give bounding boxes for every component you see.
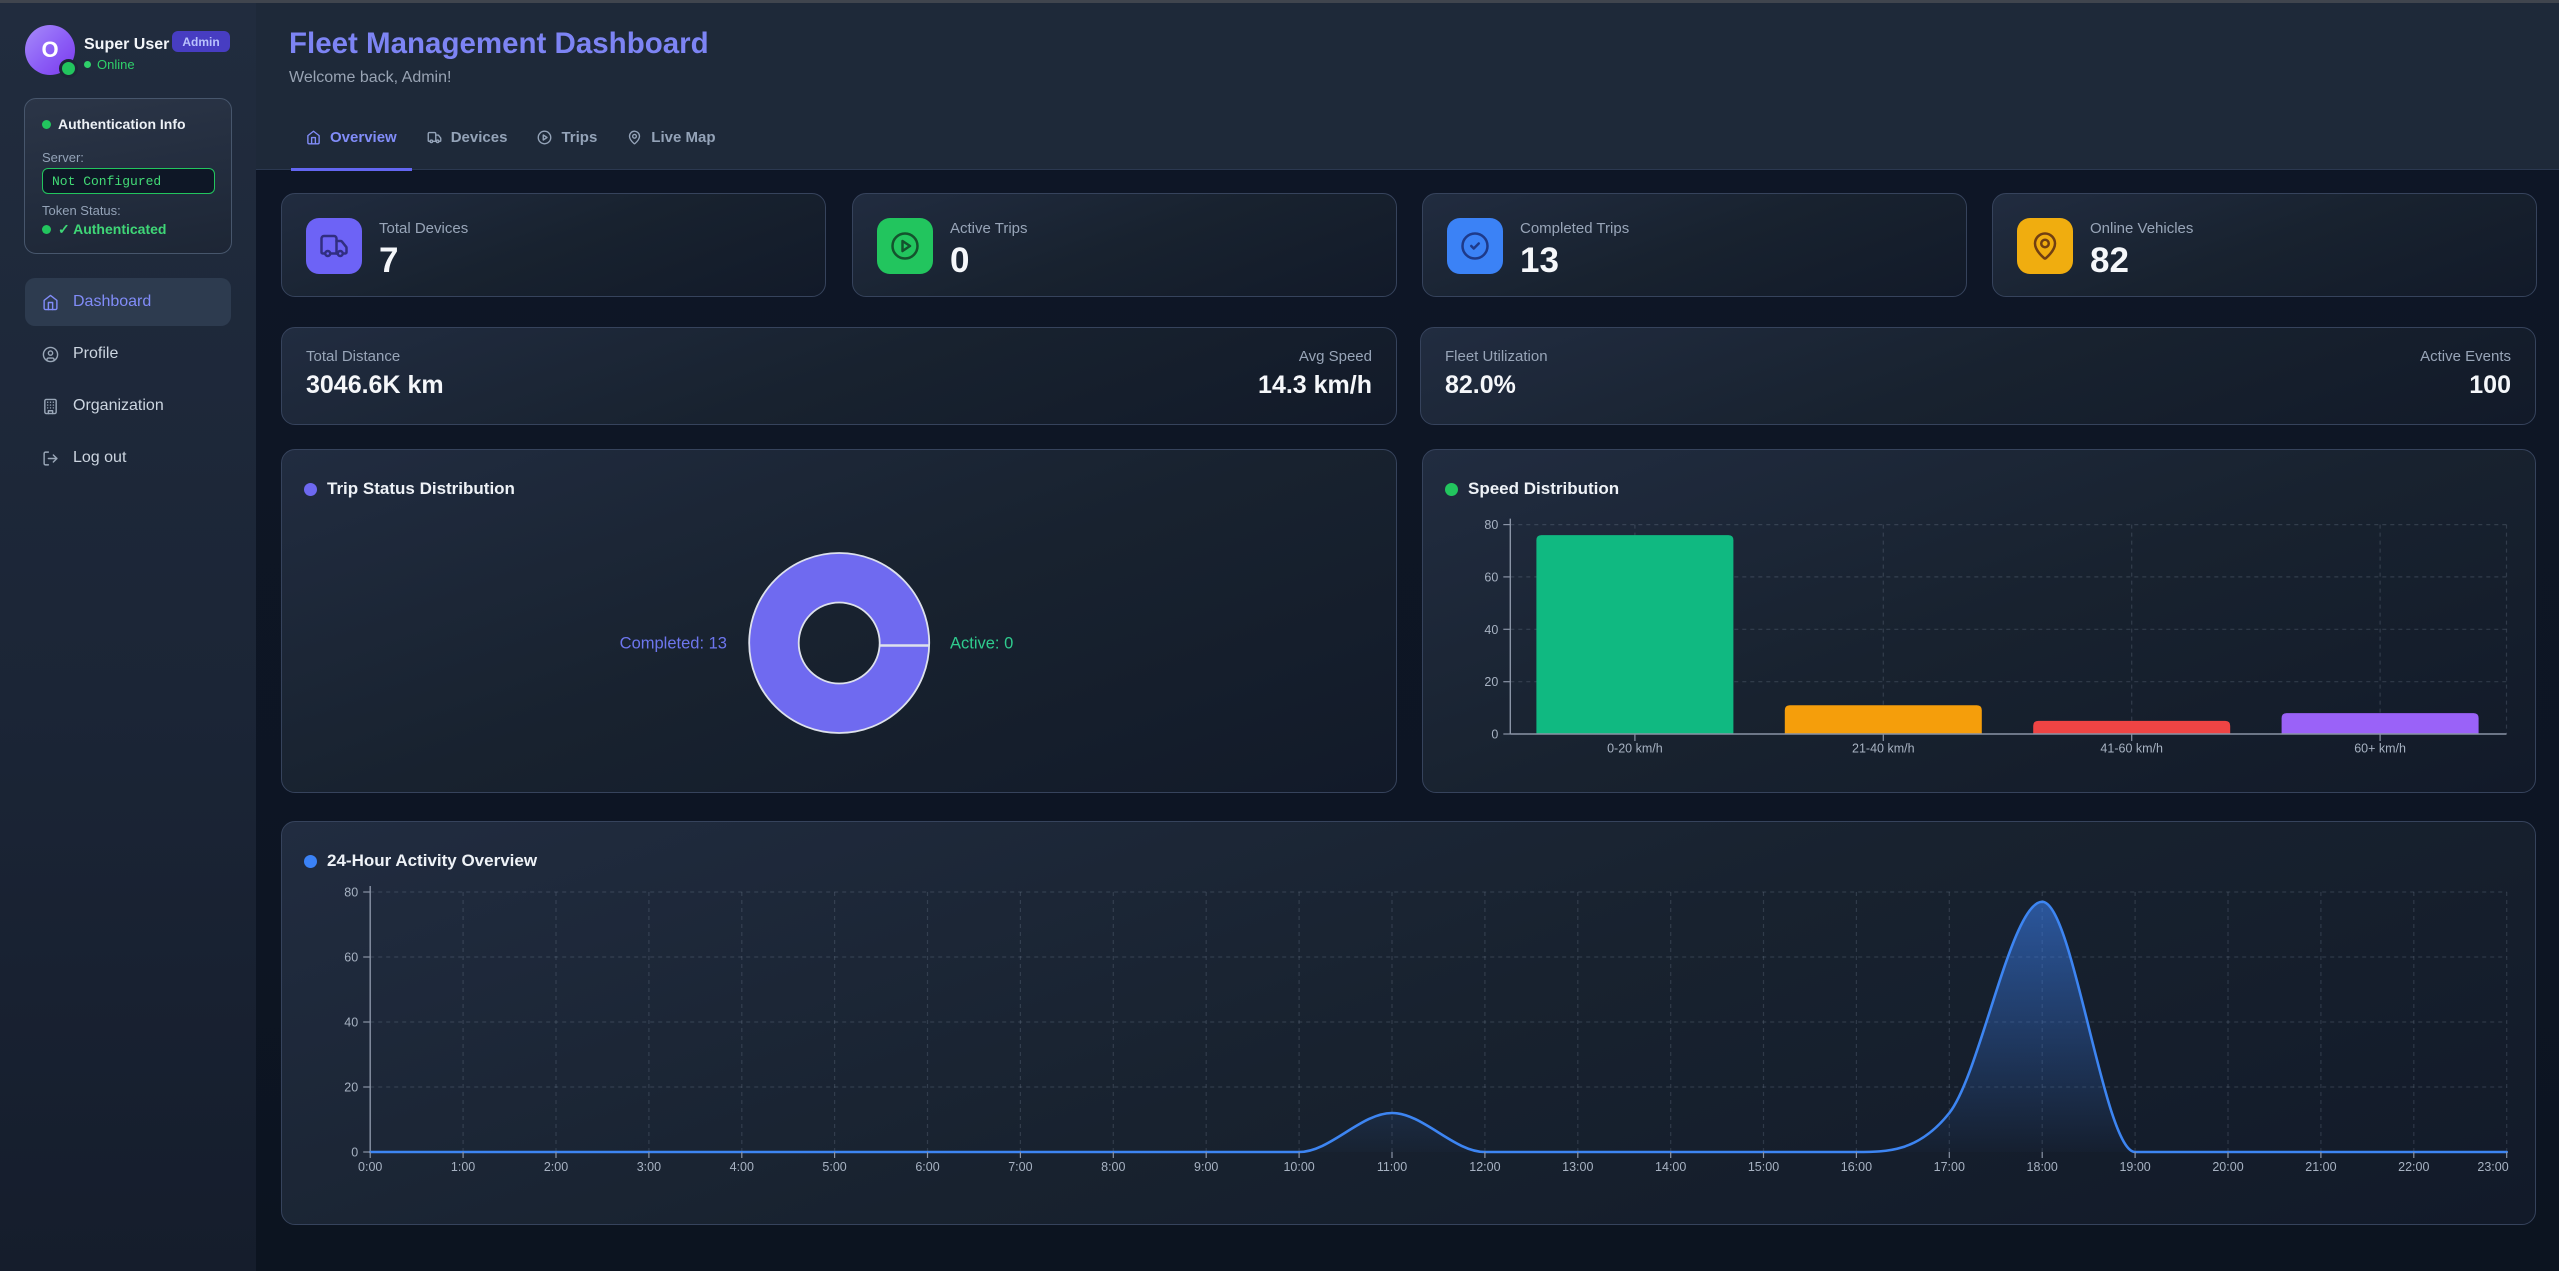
svg-text:1:00: 1:00 xyxy=(451,1160,475,1174)
svg-text:15:00: 15:00 xyxy=(1748,1160,1779,1174)
svg-text:40: 40 xyxy=(344,1016,358,1030)
svg-text:60+ km/h: 60+ km/h xyxy=(2354,741,2406,755)
svg-text:41-60 km/h: 41-60 km/h xyxy=(2100,741,2163,755)
svg-text:80: 80 xyxy=(1484,518,1498,532)
svg-text:Active: 0: Active: 0 xyxy=(950,635,1013,653)
svg-text:13:00: 13:00 xyxy=(1562,1160,1593,1174)
svg-text:8:00: 8:00 xyxy=(1101,1160,1125,1174)
svg-text:60: 60 xyxy=(344,951,358,965)
svg-text:6:00: 6:00 xyxy=(915,1160,939,1174)
svg-text:20: 20 xyxy=(344,1081,358,1095)
svg-text:0:00: 0:00 xyxy=(358,1160,382,1174)
svg-text:20:00: 20:00 xyxy=(2212,1160,2243,1174)
svg-text:23:00: 23:00 xyxy=(2477,1160,2508,1174)
svg-text:60: 60 xyxy=(1484,570,1498,584)
svg-text:9:00: 9:00 xyxy=(1194,1160,1218,1174)
svg-text:40: 40 xyxy=(1484,623,1498,637)
svg-text:80: 80 xyxy=(344,886,358,900)
svg-text:Completed: 13: Completed: 13 xyxy=(620,635,727,653)
svg-text:0: 0 xyxy=(351,1146,358,1160)
svg-text:22:00: 22:00 xyxy=(2398,1160,2429,1174)
svg-text:7:00: 7:00 xyxy=(1008,1160,1032,1174)
svg-text:10:00: 10:00 xyxy=(1283,1160,1314,1174)
svg-text:0: 0 xyxy=(1491,728,1498,742)
svg-text:18:00: 18:00 xyxy=(2027,1160,2058,1174)
svg-text:0-20 km/h: 0-20 km/h xyxy=(1607,741,1663,755)
svg-text:21-40 km/h: 21-40 km/h xyxy=(1852,741,1915,755)
svg-text:20: 20 xyxy=(1484,675,1498,689)
svg-text:4:00: 4:00 xyxy=(730,1160,754,1174)
svg-text:14:00: 14:00 xyxy=(1655,1160,1686,1174)
svg-text:16:00: 16:00 xyxy=(1841,1160,1872,1174)
svg-text:11:00: 11:00 xyxy=(1377,1160,1407,1174)
svg-text:5:00: 5:00 xyxy=(822,1160,846,1174)
svg-text:19:00: 19:00 xyxy=(2119,1160,2150,1174)
svg-text:17:00: 17:00 xyxy=(1934,1160,1965,1174)
svg-text:2:00: 2:00 xyxy=(544,1160,568,1174)
svg-text:12:00: 12:00 xyxy=(1469,1160,1500,1174)
svg-text:21:00: 21:00 xyxy=(2305,1160,2336,1174)
svg-text:3:00: 3:00 xyxy=(637,1160,661,1174)
